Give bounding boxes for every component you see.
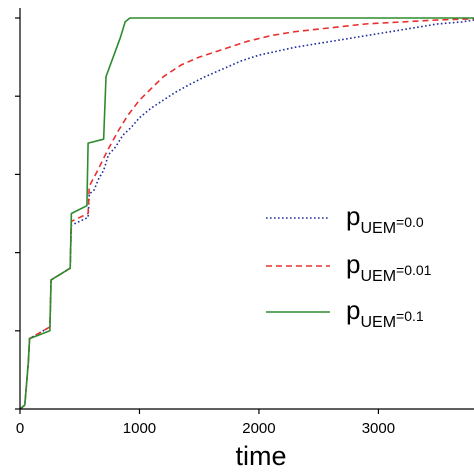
legend: pUEM=0.0 pUEM=0.01 pUEM=0.1 [266, 201, 432, 331]
series-line-2 [19, 17, 474, 410]
x-axis-title: time [235, 441, 286, 471]
series-layer [19, 17, 474, 410]
x-tick-label-1: 1000 [123, 420, 156, 437]
legend-label-2: pUEM=0.1 [346, 295, 424, 331]
x-tick-label-0: 0 [16, 420, 24, 437]
x-tick-label-2: 2000 [242, 420, 275, 437]
x-tick-label-3: 3000 [362, 420, 395, 437]
legend-label-0: pUEM=0.0 [346, 201, 424, 237]
axes-layer: 0 1000 2000 3000 [15, 8, 474, 437]
legend-label-1: pUEM=0.01 [346, 249, 432, 285]
series-line-0 [19, 19, 474, 410]
